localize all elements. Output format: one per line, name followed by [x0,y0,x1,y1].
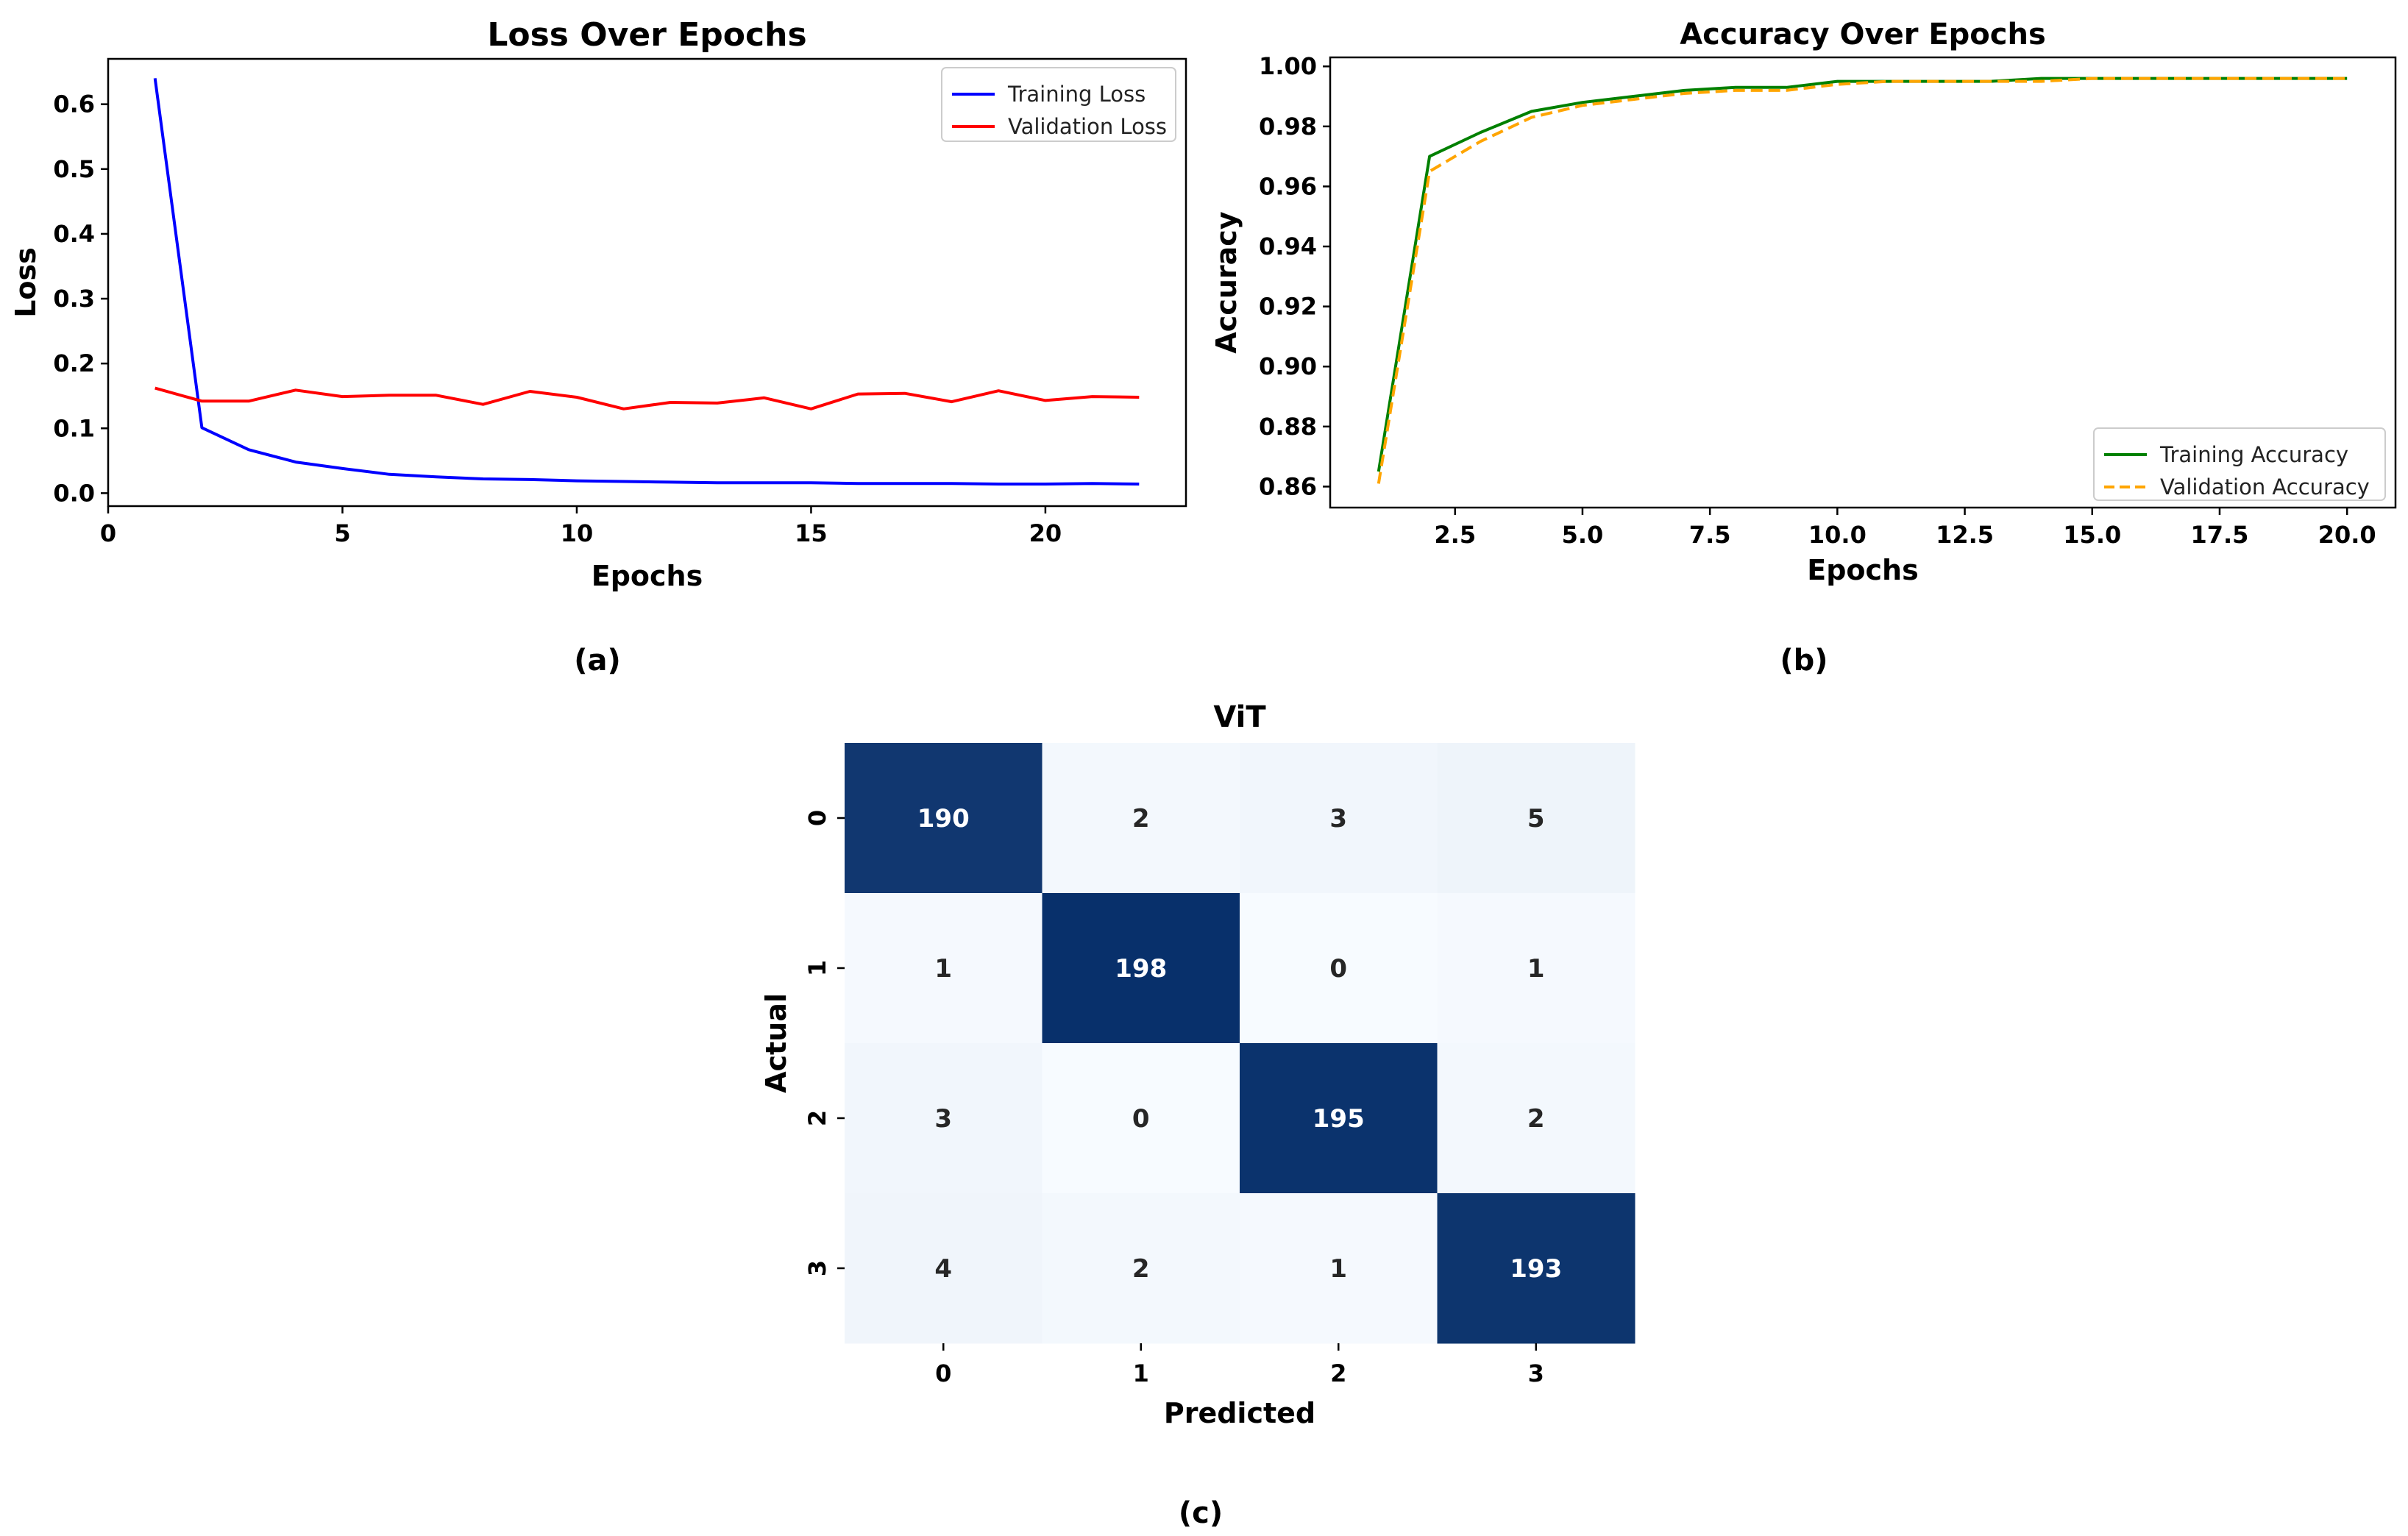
cell-value: 198 [1115,954,1167,984]
y-axis-label: Loss [10,247,42,318]
y-tick-label: 0.6 [53,90,95,118]
heatmap-cell [1240,1193,1438,1344]
x-tick-label: 10.0 [1808,521,1867,549]
y-tick-label: 1 [803,960,831,976]
y-tick-label: 0.0 [53,479,95,507]
y-tick-label: 2 [803,1110,831,1126]
y-tick-label: 0.1 [53,414,95,442]
x-tick-label: 0 [100,519,116,547]
cell-value: 195 [1313,1104,1365,1134]
y-tick-label: 0.2 [53,349,95,377]
x-tick-label: 2.5 [1434,521,1476,549]
y-tick-label: 3 [803,1260,831,1276]
chart-title: ViT [1213,700,1266,734]
x-axis-label: Epochs [592,560,703,592]
y-tick-label: 0.3 [53,285,95,313]
heatmap-cell [1042,1193,1240,1344]
cell-value: 1 [934,954,952,984]
x-tick-label: 20.0 [2318,521,2376,549]
heatmap-cell [845,1193,1043,1344]
y-tick-label: 0.5 [53,155,95,183]
x-tick-label: 12.5 [1936,521,1994,549]
caption: (c) [1179,1496,1223,1530]
heatmap-cell [845,743,1043,894]
cell-value: 2 [1527,1104,1545,1134]
x-tick-label: 0 [935,1359,951,1387]
series-line-0 [1377,77,2348,472]
y-tick-label: 0.96 [1259,172,1317,200]
y-tick-label: 0 [803,810,831,826]
cell-value: 193 [1510,1254,1562,1284]
legend-label-1: Validation Loss [1008,114,1167,139]
cell-value: 1 [1527,954,1545,984]
y-axis-label: Accuracy [1210,211,1243,353]
heatmap-cell [1437,743,1635,894]
y-tick-label: 0.88 [1259,413,1317,441]
y-tick-label: 0.92 [1259,293,1317,321]
accuracy-chart: 2.5 5.0 7.5 10.0 12.5 15.0 17.5 20.0 0.86 0.88 0.9… [1210,18,2397,678]
cell-value: 5 [1527,804,1545,833]
legend-box [941,67,1176,142]
cell-value: 190 [917,804,970,833]
x-tick-label: 5 [334,519,350,547]
legend-label-1: Validation Accuracy [2160,474,2370,499]
x-axis-label: Predicted [1164,1397,1315,1429]
x-tick-label: 20 [1029,519,1062,547]
chart-title: Loss Over Epochs [487,16,806,54]
loss-chart: 0 5 10 15 20 0.0 0.1 0.2 0.3 0.4 0.5 0.6 Loss Over E… [10,16,1187,678]
heatmap-cell [1437,893,1635,1044]
cell-value: 3 [1329,804,1347,833]
heatmap-cell [1240,743,1438,894]
y-axis-label: Actual [760,993,792,1093]
y-tick-label: 0.98 [1259,113,1317,141]
heatmap-cell [1042,743,1240,894]
cell-value: 1 [1329,1254,1347,1284]
series-line-1 [1377,77,2348,484]
y-tick-label: 1.00 [1259,52,1317,80]
heatmap-cell [845,893,1043,1044]
heatmap-cell [1042,1043,1240,1194]
cell-value: 0 [1329,954,1347,984]
heatmap-cell [1240,1043,1438,1194]
caption: (a) [574,644,621,678]
caption: (b) [1780,644,1828,678]
series-line-0 [153,78,1140,486]
x-tick-label: 3 [1528,1359,1544,1387]
x-tick-label: 7.5 [1689,521,1731,549]
heatmap-cell [1437,1043,1635,1194]
x-tick-label: 5.0 [1562,521,1604,549]
legend: Training Loss Validation Loss [941,67,1176,142]
legend: Training Accuracy Validation Accuracy [2093,427,2386,501]
cell-value: 2 [1132,1254,1150,1284]
cell-value: 0 [1132,1104,1150,1134]
series-line-1 [155,386,1140,410]
cell-value: 2 [1132,804,1150,833]
heatmap-cell [1437,1193,1635,1344]
cell-value: 3 [934,1104,952,1134]
y-tick-label: 0.4 [53,220,95,248]
confusion-matrix: 190 2 3 5 1 198 0 1 3 0 195 2 4 2 1 193 0 1 2 3 0 1 2 3 ViT Predi… [760,700,1635,1530]
chart-title: Accuracy Over Epochs [1680,18,2046,51]
cell-value: 4 [934,1254,952,1284]
x-axis-label: Epochs [1807,554,1918,586]
x-tick-label: 17.5 [2190,521,2248,549]
y-tick-label: 0.94 [1259,232,1317,260]
x-tick-label: 15 [795,519,828,547]
heatmap-cell [1240,893,1438,1044]
y-tick-label: 0.86 [1259,472,1317,500]
x-tick-label: 2 [1330,1359,1346,1387]
legend-label-0: Training Loss [1007,82,1146,107]
x-tick-label: 1 [1133,1359,1149,1387]
x-tick-label: 15.0 [2063,521,2121,549]
heatmap-cell [845,1043,1043,1194]
x-tick-label: 10 [561,519,594,547]
legend-box [2093,427,2386,501]
legend-label-0: Training Accuracy [2159,442,2348,467]
plot-frame [107,57,1187,508]
plot-frame [1329,56,2397,509]
y-tick-label: 0.90 [1259,352,1317,380]
heatmap-cell [1042,893,1240,1044]
